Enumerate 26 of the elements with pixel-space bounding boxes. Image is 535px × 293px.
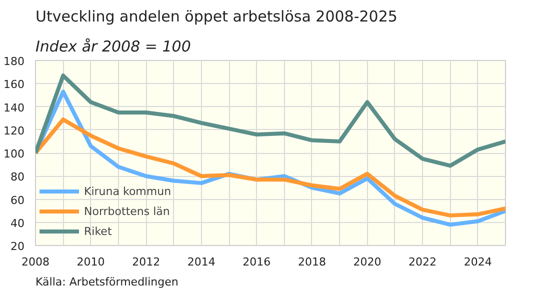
x-tick-label: 2014 [187,256,216,268]
x-tick-label: 2022 [408,256,437,268]
y-tick-label: 140 [4,101,25,114]
x-tick-label: 2018 [298,256,326,268]
y-tick-label: 100 [4,148,25,160]
legend-label: Kiruna kommun [84,184,172,198]
y-tick-label: 40 [10,216,25,230]
line-series [36,117,506,218]
y-tick-label: 20 [10,240,25,253]
x-tick-label: 2024 [464,256,492,268]
y-tick-label: 60 [10,194,25,207]
x-tick-label: 2016 [242,256,271,268]
chart-subtitle: Index år 2008 = 100 [36,38,191,56]
legend-label: Norrbottens län [84,204,170,218]
y-tick-label: 120 [4,124,25,138]
x-tick-label: 2012 [132,256,160,268]
text: Källa: Arbetsförmedlingen [36,276,178,288]
line-series [36,74,506,168]
y-tick-label: 80 [10,170,25,184]
legend-label: Riket [84,224,112,238]
y-tick-label: 180 [4,55,25,68]
x-tick-label: 2010 [76,256,105,268]
x-tick-label: 2008 [22,256,50,268]
x-tick-label: 2020 [353,256,382,268]
y-tick-label: 160 [4,78,25,92]
chart-title: Utveckling andelen öppet arbetslösa 2008-2025 [36,8,398,26]
